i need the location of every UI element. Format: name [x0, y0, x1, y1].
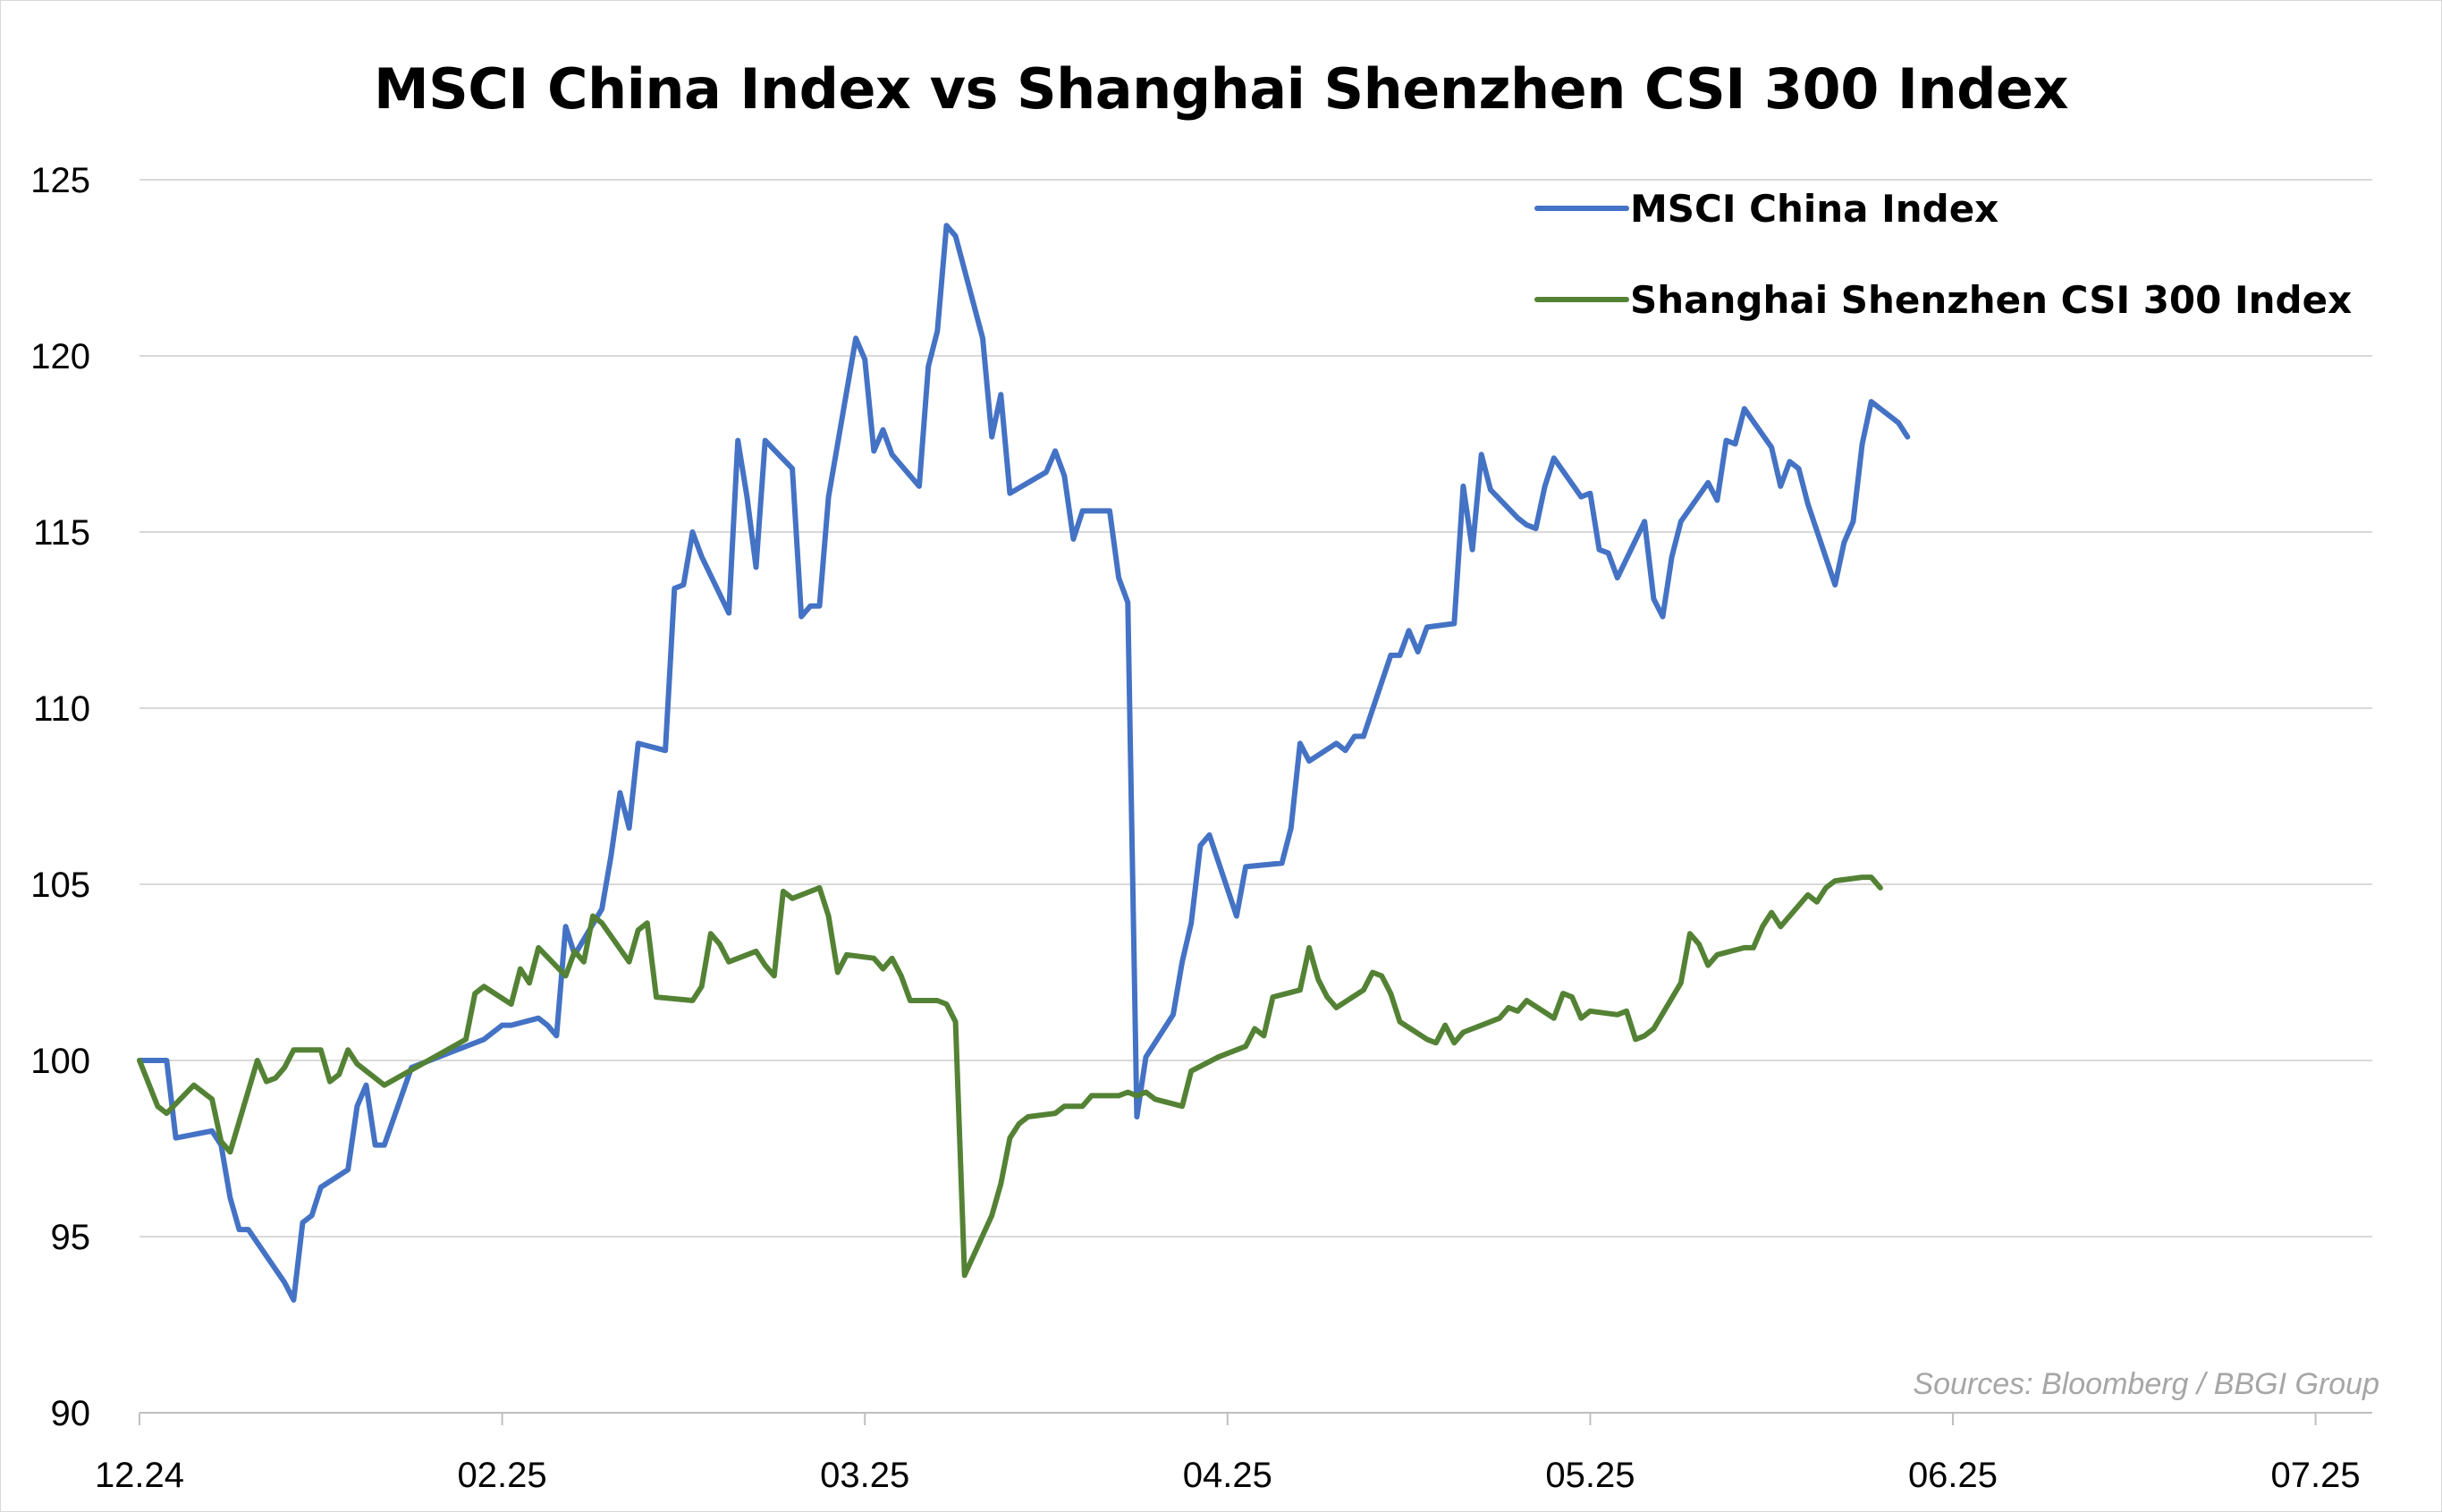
y-tick-label: 125	[30, 161, 90, 200]
chart-title: MSCI China Index vs Shanghai Shenzhen CS…	[373, 56, 2069, 122]
y-tick-label: 90	[51, 1394, 91, 1433]
legend: MSCI China Index Shanghai Shenzhen CSI 30…	[1534, 187, 2352, 322]
legend-label-msci-china: MSCI China Index	[1630, 187, 1998, 231]
y-tick-label: 115	[33, 513, 90, 553]
x-tick-label: 05.25	[1545, 1456, 1635, 1495]
x-axis: 12.24 02.25 03.25 04.25 05.25 06.25 07.25	[95, 1412, 2372, 1495]
series-line-csi-300	[137, 874, 1883, 1279]
x-tick-label: 04.25	[1183, 1456, 1272, 1495]
source-note: Sources: Bloomberg / BBGI Group	[1913, 1367, 2379, 1401]
y-tick-label: 95	[51, 1218, 91, 1257]
y-axis-tick-labels: 90 95 100 105 110 115 120 125	[30, 161, 90, 1433]
y-tick-label: 110	[33, 689, 90, 729]
y-tick-label: 120	[30, 337, 90, 376]
x-tick-label: 02.25	[458, 1456, 547, 1495]
x-tick-label: 03.25	[820, 1456, 909, 1495]
series-lines	[137, 223, 1911, 1303]
y-tick-label: 105	[30, 866, 90, 905]
x-tick-label: 06.25	[1908, 1456, 1998, 1495]
gridlines	[139, 179, 2372, 1237]
y-tick-label: 100	[30, 1042, 90, 1081]
x-tick-label: 12.24	[95, 1456, 184, 1495]
series-line-msci-china	[137, 223, 1911, 1303]
legend-label-csi-300: Shanghai Shenzhen CSI 300 Index	[1630, 278, 2352, 322]
x-tick-label: 07.25	[2271, 1456, 2361, 1495]
